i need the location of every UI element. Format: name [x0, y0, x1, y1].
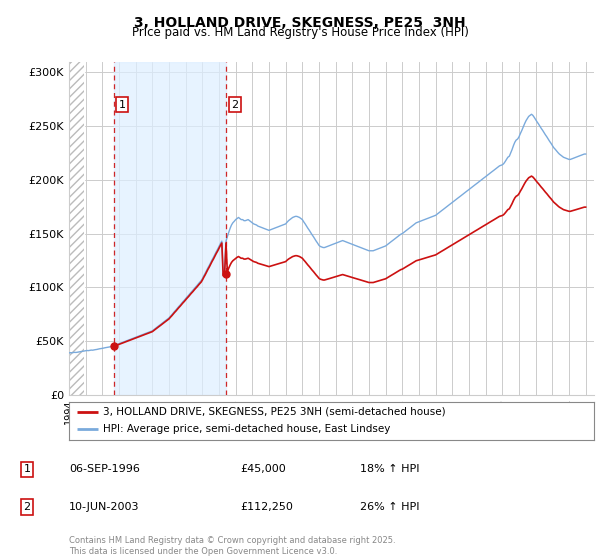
- Bar: [69, 62, 84, 395]
- Text: £112,250: £112,250: [240, 502, 293, 512]
- Text: 2: 2: [232, 100, 238, 110]
- Text: £45,000: £45,000: [240, 464, 286, 474]
- Text: Price paid vs. HM Land Registry's House Price Index (HPI): Price paid vs. HM Land Registry's House …: [131, 26, 469, 39]
- Text: 06-SEP-1996: 06-SEP-1996: [69, 464, 140, 474]
- Text: 1: 1: [119, 100, 125, 110]
- Text: 26% ↑ HPI: 26% ↑ HPI: [360, 502, 419, 512]
- Text: 3, HOLLAND DRIVE, SKEGNESS, PE25  3NH: 3, HOLLAND DRIVE, SKEGNESS, PE25 3NH: [134, 16, 466, 30]
- Bar: [69, 62, 84, 395]
- Text: 3, HOLLAND DRIVE, SKEGNESS, PE25 3NH (semi-detached house): 3, HOLLAND DRIVE, SKEGNESS, PE25 3NH (se…: [103, 407, 446, 417]
- Bar: [113, 62, 226, 395]
- Text: 10-JUN-2003: 10-JUN-2003: [69, 502, 139, 512]
- Text: 1: 1: [23, 464, 31, 474]
- Text: HPI: Average price, semi-detached house, East Lindsey: HPI: Average price, semi-detached house,…: [103, 424, 391, 435]
- Text: 2: 2: [23, 502, 31, 512]
- Text: 18% ↑ HPI: 18% ↑ HPI: [360, 464, 419, 474]
- Text: Contains HM Land Registry data © Crown copyright and database right 2025.
This d: Contains HM Land Registry data © Crown c…: [69, 536, 395, 556]
